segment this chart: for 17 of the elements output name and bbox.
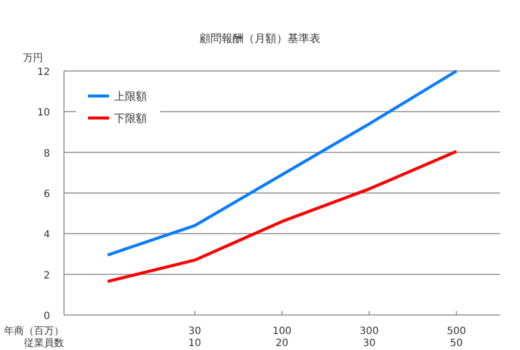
x-tick-label: 500 50 (446, 326, 466, 349)
x-tick-label: 30 10 (188, 326, 202, 349)
y-axis-title: 万円 (23, 53, 43, 64)
y-tick-label: 12 (37, 67, 50, 78)
legend-label: 上限額 (114, 90, 147, 103)
y-tick-label: 4 (44, 230, 50, 241)
x-axis-title: 年商（百万） (4, 325, 64, 337)
x-tick-label: 100 20 (272, 326, 292, 349)
y-tick-label: 6 (44, 189, 50, 200)
text: 従業員数 (24, 337, 64, 349)
legend-label: 下限額 (114, 112, 147, 125)
y-tick-label: 2 (44, 270, 50, 282)
y-tick-label: 0 (44, 311, 50, 322)
y-tick-label: 8 (44, 148, 50, 160)
y-tick-label: 10 (37, 108, 50, 119)
x-tick-label: 300 30 (360, 326, 379, 349)
chart-title: 顧問報酬（月額）基準表 (200, 32, 320, 45)
